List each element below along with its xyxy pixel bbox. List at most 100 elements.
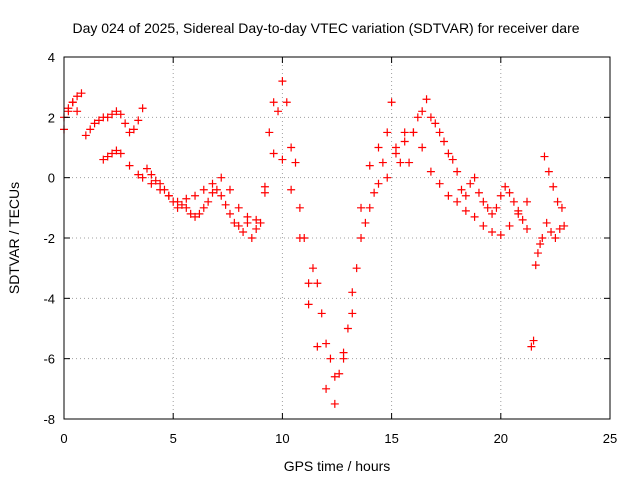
data-point	[357, 203, 366, 212]
data-point	[483, 203, 492, 212]
data-point	[461, 191, 470, 200]
data-point	[391, 149, 400, 158]
data-point	[265, 128, 274, 137]
x-tick-label: 20	[494, 431, 508, 446]
x-tick-label: 25	[603, 431, 617, 446]
data-point	[444, 149, 453, 158]
data-point	[274, 107, 283, 116]
data-point	[313, 342, 322, 351]
data-point	[400, 137, 409, 146]
data-point	[533, 249, 542, 258]
data-point	[529, 336, 538, 345]
data-point	[99, 155, 108, 164]
data-point	[199, 185, 208, 194]
data-point	[426, 113, 435, 122]
data-point	[295, 203, 304, 212]
data-point	[542, 218, 551, 227]
data-point	[151, 176, 160, 185]
data-point	[195, 209, 204, 218]
data-point	[208, 179, 217, 188]
data-point	[147, 170, 156, 179]
data-point	[383, 173, 392, 182]
y-tick-label: -6	[43, 352, 55, 367]
data-point	[457, 185, 466, 194]
data-point	[252, 215, 261, 224]
data-point	[295, 234, 304, 242]
x-tick-label: 0	[60, 431, 67, 446]
data-point	[409, 128, 418, 137]
data-point	[225, 209, 234, 218]
data-point	[352, 264, 361, 273]
data-point	[81, 131, 90, 140]
data-point	[121, 119, 130, 128]
data-point	[142, 164, 151, 173]
data-point	[540, 152, 549, 161]
data-point	[239, 227, 248, 236]
data-point	[536, 240, 545, 249]
data-point	[544, 167, 553, 176]
data-point	[125, 161, 134, 170]
data-point	[405, 158, 414, 167]
data-point	[282, 98, 291, 107]
data-point	[225, 185, 234, 194]
data-point	[260, 182, 269, 191]
data-point	[444, 191, 453, 200]
data-point	[64, 104, 73, 113]
data-point	[492, 203, 501, 212]
data-point	[134, 116, 143, 125]
data-point	[116, 149, 125, 158]
data-point	[426, 167, 435, 176]
data-point	[108, 110, 117, 119]
data-point	[453, 197, 462, 206]
data-point	[204, 197, 213, 206]
data-point	[156, 185, 165, 194]
data-point	[217, 191, 226, 200]
data-point	[378, 158, 387, 167]
data-point	[138, 173, 147, 182]
data-point	[287, 143, 296, 152]
data-point	[326, 354, 335, 363]
data-point	[322, 339, 331, 348]
data-point	[73, 107, 82, 116]
data-point	[191, 191, 200, 200]
data-point	[304, 279, 313, 288]
data-point	[199, 203, 208, 212]
y-tick-label: 0	[48, 171, 55, 186]
data-point	[116, 110, 125, 119]
x-tick-label: 5	[170, 431, 177, 446]
data-point	[357, 234, 366, 242]
data-point	[488, 227, 497, 236]
data-point	[365, 203, 374, 212]
data-point	[191, 212, 200, 221]
data-point	[453, 167, 462, 176]
data-point	[138, 104, 147, 113]
data-point	[308, 264, 317, 273]
data-point	[212, 185, 221, 194]
data-point	[330, 372, 339, 381]
y-tick-label: 4	[48, 50, 55, 65]
data-point	[496, 230, 505, 239]
data-point	[339, 348, 348, 357]
data-point	[413, 113, 422, 122]
data-point	[134, 170, 143, 179]
data-point	[313, 279, 322, 288]
data-point	[234, 221, 243, 230]
data-point	[103, 113, 112, 122]
data-point	[505, 188, 514, 197]
data-point	[474, 188, 483, 197]
x-tick-label: 10	[275, 431, 289, 446]
data-point	[73, 92, 82, 101]
data-point	[304, 300, 313, 309]
data-point	[182, 194, 191, 203]
data-point	[509, 197, 518, 206]
data-point	[374, 179, 383, 188]
data-point	[221, 200, 230, 209]
data-point	[374, 143, 383, 152]
y-tick-label: -8	[43, 412, 55, 427]
data-point	[269, 98, 278, 107]
data-point	[269, 149, 278, 158]
data-point	[256, 218, 265, 227]
data-point	[77, 89, 86, 98]
data-point	[470, 212, 479, 221]
data-point	[182, 203, 191, 212]
